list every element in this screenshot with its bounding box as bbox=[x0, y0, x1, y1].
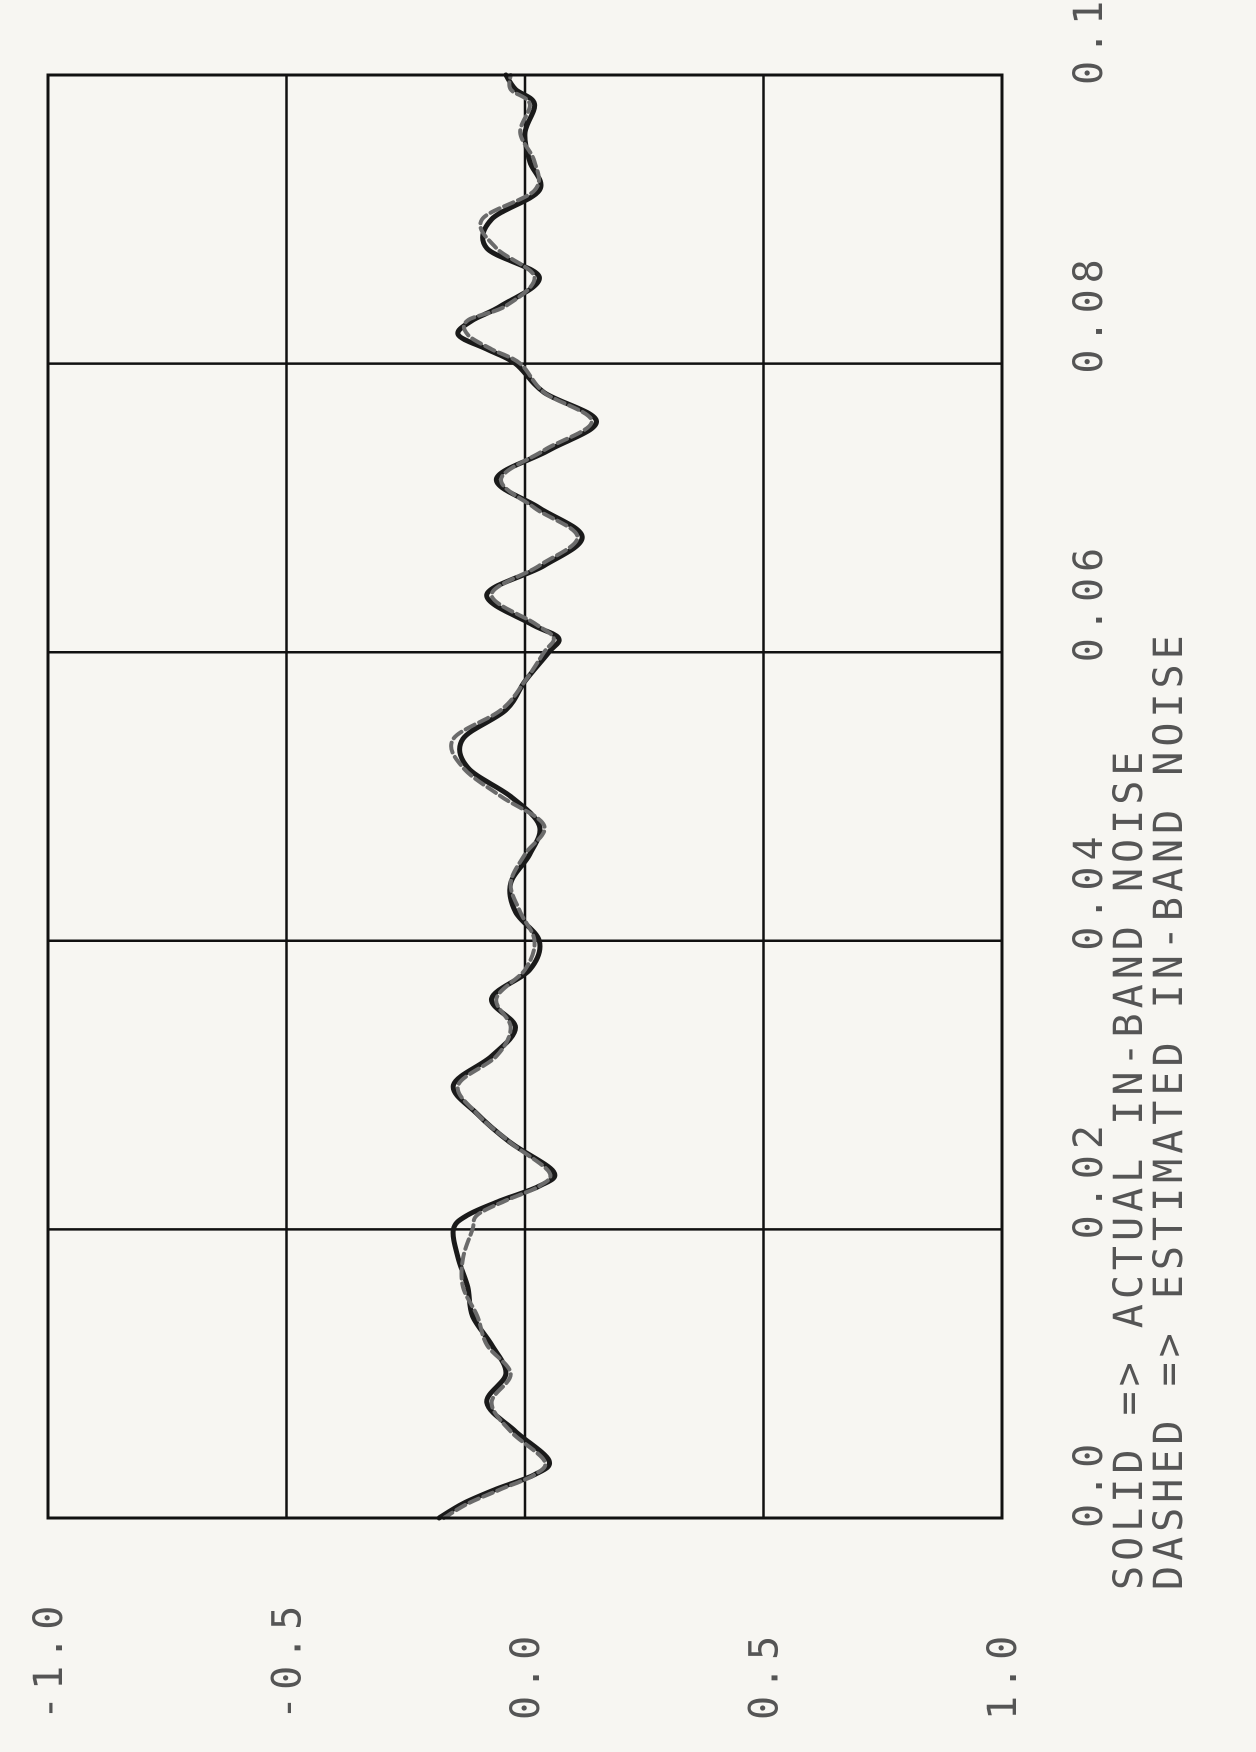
legend-solid: SOLID => ACTUAL IN-BAND NOISE bbox=[1106, 747, 1152, 1590]
y-tick-label-1: 0.5 bbox=[742, 1630, 788, 1720]
legend-dashed: DASHED => ESTIMATED IN-BAND NOISE bbox=[1146, 630, 1192, 1590]
x-tick-label-3: 0.06 bbox=[1066, 542, 1112, 662]
y-tick-label-2: 0.0 bbox=[503, 1630, 549, 1720]
x-tick-label-0: 0.0 bbox=[1066, 1438, 1112, 1528]
y-tick-labels: 1.0 0.5 0.0 -0.5 -1.0 bbox=[26, 1600, 1026, 1720]
x-tick-label-1: 0.02 bbox=[1066, 1119, 1112, 1239]
x-tick-labels: 0.0 0.02 0.04 0.06 0.08 0.10 bbox=[1066, 0, 1112, 1528]
x-tick-label-5: 0.10 bbox=[1066, 0, 1112, 85]
series-line-solid bbox=[436, 72, 599, 1521]
plot-border bbox=[46, 73, 1004, 1520]
series-line-dashed bbox=[441, 73, 594, 1520]
plot-frame bbox=[46, 73, 1004, 1520]
series-layer bbox=[436, 72, 599, 1521]
y-tick-label-4: -1.0 bbox=[26, 1600, 72, 1720]
y-tick-label-3: -0.5 bbox=[265, 1600, 311, 1720]
x-tick-label-4: 0.08 bbox=[1066, 253, 1112, 373]
x-tick-label-2: 0.04 bbox=[1066, 830, 1112, 950]
legend: SOLID => ACTUAL IN-BAND NOISE DASHED => … bbox=[1106, 630, 1192, 1590]
y-tick-label-0: 1.0 bbox=[980, 1630, 1026, 1720]
